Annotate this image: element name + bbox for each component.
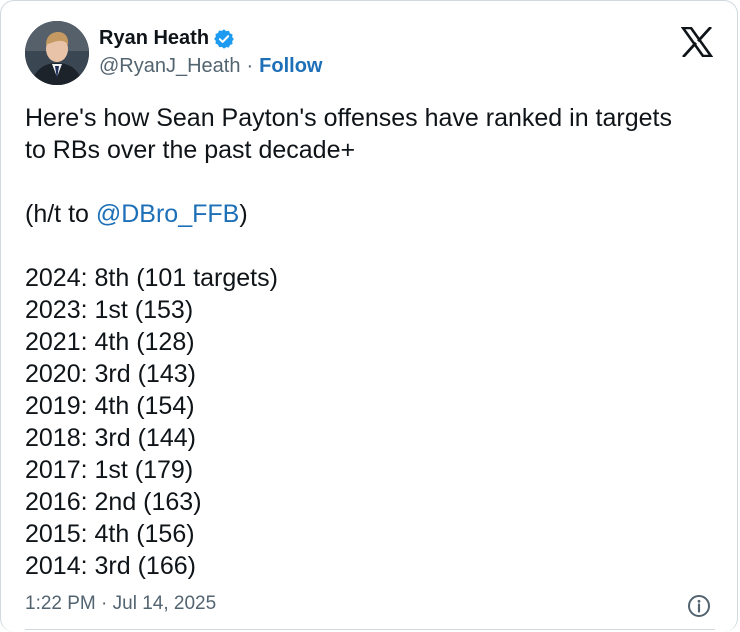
author-display-name[interactable]: Ryan Heath — [99, 27, 210, 49]
blank-line — [25, 230, 715, 262]
ranking-line: 2023: 1st (153) — [25, 296, 194, 324]
author-name-row[interactable]: Ryan Heath — [99, 27, 235, 50]
tweet-text: Here's how Sean Payton's offenses have r… — [25, 102, 715, 582]
ranking-line: 2021: 4th (128) — [25, 328, 195, 356]
info-icon[interactable] — [687, 594, 711, 618]
hat-tip-line: (h/t to @DBro_FFB) — [25, 198, 715, 230]
ranking-line: 2016: 2nd (163) — [25, 488, 202, 516]
ranking-line: 2019: 4th (154) — [25, 392, 195, 420]
blank-line — [25, 166, 715, 198]
avatar-image — [25, 21, 89, 85]
ranking-line: 2015: 4th (156) — [25, 520, 195, 548]
tweet-line: to RBs over the past decade+ — [25, 136, 356, 164]
follow-button[interactable]: Follow — [259, 55, 323, 77]
ranking-line: 2024: 8th (101 targets) — [25, 264, 278, 292]
ranking-line: 2020: 3rd (143) — [25, 360, 196, 388]
separator-dot: · — [246, 55, 254, 77]
verified-badge-icon — [213, 28, 235, 50]
hat-tip-prefix: (h/t to — [25, 200, 96, 228]
author-handle[interactable]: @RyanJ_Heath — [99, 55, 241, 77]
ranking-line: 2014: 3rd (166) — [25, 552, 196, 580]
x-logo-icon[interactable] — [680, 26, 714, 58]
footer-divider — [25, 629, 715, 630]
tweet-line: Here's how Sean Payton's offenses have r… — [25, 104, 672, 132]
hat-tip-suffix: ) — [239, 200, 248, 228]
ranking-line: 2017: 1st (179) — [25, 456, 194, 484]
ranking-line: 2018: 3rd (144) — [25, 424, 196, 452]
author-handle-row: @RyanJ_Heath · Follow — [99, 55, 322, 78]
avatar[interactable] — [25, 21, 89, 85]
tweet-timestamp[interactable]: 1:22 PM · Jul 14, 2025 — [25, 593, 217, 614]
mention-link[interactable]: @DBro_FFB — [95, 200, 240, 228]
